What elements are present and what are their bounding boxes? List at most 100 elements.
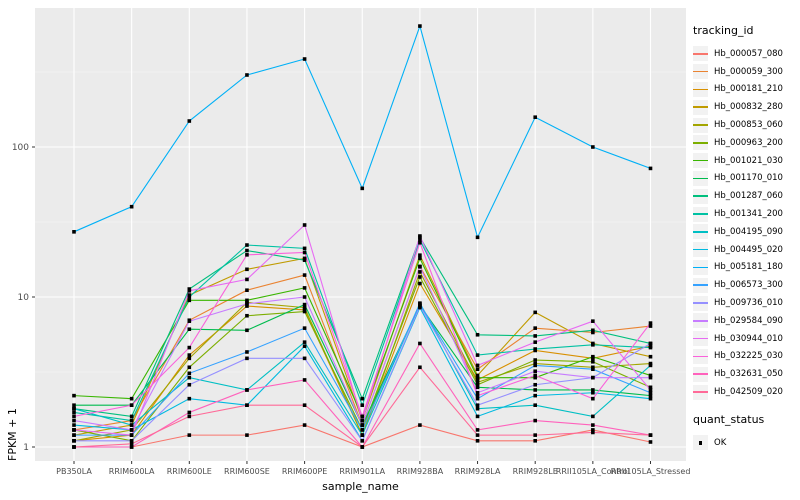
data-point: [475, 390, 480, 395]
data-point: [302, 250, 307, 255]
data-point: [129, 204, 134, 209]
data-point: [129, 403, 134, 407]
data-point: [187, 433, 192, 437]
data-point: [591, 354, 595, 359]
data-point: [648, 363, 653, 368]
data-point: [591, 430, 595, 435]
data-point: [591, 414, 595, 419]
legend-item: Hb_000832_280: [693, 98, 799, 116]
data-point: [245, 248, 249, 253]
legend-item: Hb_042509_020: [693, 383, 799, 401]
data-point: [360, 418, 365, 423]
data-point: [533, 340, 537, 344]
data-point: [418, 240, 422, 245]
data-point: [360, 438, 365, 443]
data-point: [245, 288, 249, 293]
data-point: [129, 438, 134, 443]
data-point: [533, 418, 537, 423]
legend-key-line: [693, 259, 708, 275]
x-tick-label: RRII105LA_Stressed: [611, 467, 691, 476]
legend-line-icon: [693, 248, 708, 251]
x-tick-label: RRIM901LA: [339, 467, 385, 476]
data-point: [533, 358, 537, 362]
legend-label: Hb_029584_090: [714, 315, 783, 326]
data-point: [533, 310, 537, 315]
data-point: [475, 396, 480, 401]
data-point: [648, 385, 653, 390]
legend-line-icon: [693, 213, 708, 215]
data-point: [475, 363, 480, 368]
data-point: [245, 243, 249, 247]
data-point: [129, 445, 134, 449]
data-point: [72, 418, 76, 423]
data-point: [533, 115, 537, 120]
legend-label: Hb_000059_300: [714, 66, 783, 77]
data-point: [475, 235, 480, 240]
data-point: [245, 403, 249, 407]
data-point: [72, 410, 76, 415]
x-axis-title: sample_name: [322, 480, 399, 493]
data-point: [129, 442, 134, 446]
data-point: [360, 445, 365, 449]
data-point: [533, 361, 537, 366]
data-point: [648, 324, 653, 328]
data-point: [475, 403, 480, 407]
legend-line-icon: [693, 195, 708, 197]
data-point: [591, 319, 595, 323]
data-point: [533, 382, 537, 387]
data-point: [302, 258, 307, 262]
data-point: [302, 256, 307, 261]
data-point: [475, 382, 480, 387]
legend-key-line: [693, 295, 708, 311]
y-tick-label: 10: [18, 293, 30, 303]
data-point: [245, 253, 249, 257]
data-point: [475, 438, 480, 443]
legend-label: Hb_042509_020: [714, 387, 783, 398]
legend-item: Hb_004195_090: [693, 223, 799, 241]
legend-label: Hb_009736_010: [714, 298, 783, 309]
data-point: [591, 145, 595, 149]
data-point: [418, 270, 422, 274]
data-point: [245, 298, 249, 303]
legend-label: Hb_004495_020: [714, 244, 783, 255]
data-point: [418, 302, 422, 306]
data-point: [187, 396, 192, 401]
square-point-icon: [698, 440, 703, 445]
legend-item: Hb_001170_010: [693, 170, 799, 188]
data-point: [302, 295, 307, 299]
data-point: [418, 304, 422, 308]
legend-key-line: [693, 366, 708, 382]
legend-key-line: [693, 64, 708, 80]
data-point: [591, 367, 595, 372]
data-point: [591, 365, 595, 370]
legend-item-ok: OK: [693, 434, 799, 452]
y-tick-label: 1: [23, 443, 29, 453]
data-point: [302, 344, 307, 348]
legend-key-line: [693, 188, 708, 204]
legend-title-quant-status: quant_status: [693, 412, 765, 426]
data-point: [72, 414, 76, 419]
data-point: [187, 327, 192, 332]
data-point: [245, 433, 249, 437]
x-tick-label: RRIM928LE: [513, 467, 558, 476]
data-point: [302, 423, 307, 427]
data-point: [187, 119, 192, 123]
data-point: [533, 347, 537, 351]
legend-key-line: [693, 384, 708, 400]
data-point: [129, 396, 134, 401]
data-point: [533, 393, 537, 398]
data-point: [187, 382, 192, 387]
data-point: [418, 24, 422, 28]
legend-label: Hb_001341_200: [714, 209, 783, 220]
data-point: [187, 293, 192, 297]
data-point: [187, 375, 192, 380]
x-tick-label: RRII105LA_Control: [556, 467, 630, 476]
x-tick-label: PB350LA: [56, 467, 92, 476]
legend-item: Hb_000963_200: [693, 134, 799, 152]
legend-label: Hb_000853_060: [714, 120, 783, 131]
legend-key-line: [693, 277, 708, 293]
data-point: [302, 302, 307, 307]
data-point: [302, 246, 307, 251]
data-point: [302, 305, 307, 310]
